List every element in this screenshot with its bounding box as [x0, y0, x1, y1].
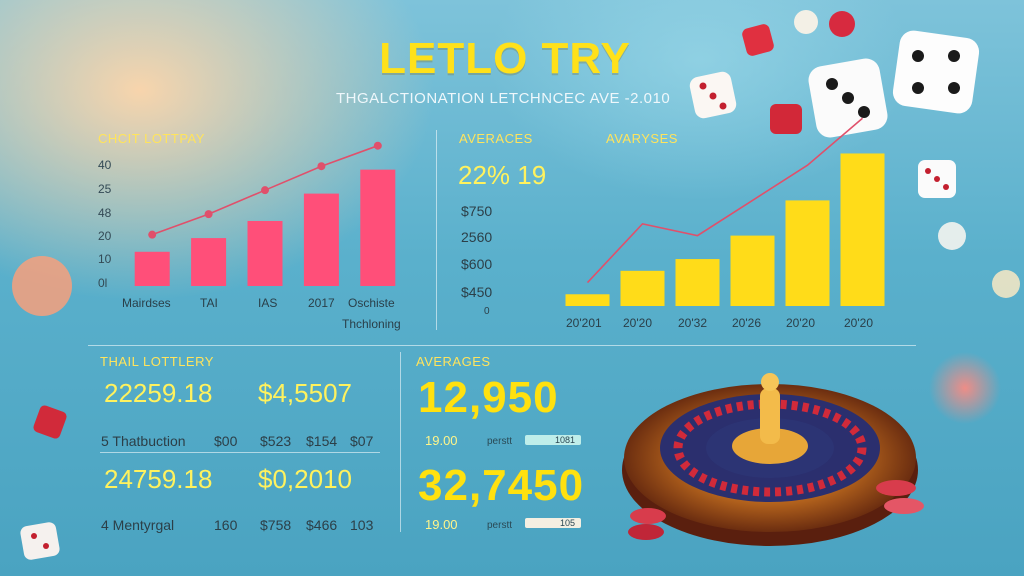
- dice-icon: [892, 30, 980, 114]
- chip-icon: [794, 10, 818, 34]
- average-big-value: 12,950: [418, 373, 559, 422]
- stat-cell: $523: [260, 433, 292, 449]
- x-tick-label: 20'20: [844, 316, 873, 330]
- blurred-chip-icon: [12, 256, 72, 316]
- row-divider: [100, 452, 380, 453]
- x-tick-label: 20'201: [566, 316, 602, 330]
- x-tick-label: 2017: [308, 296, 335, 310]
- y-tick-label: 20: [98, 229, 112, 243]
- stat-cell: 160: [214, 517, 238, 533]
- stat-cell: $00: [214, 433, 238, 449]
- y-tick-label: 10: [98, 252, 112, 266]
- stat-value: 24759.18: [104, 464, 213, 494]
- roulette-wheel-icon: [622, 373, 918, 546]
- dice-icon: [808, 58, 888, 138]
- bar-mark: [620, 270, 665, 306]
- dice-icon: [33, 405, 67, 439]
- trend-point: [148, 230, 157, 239]
- bar-mark: [303, 193, 339, 286]
- stat-value: 22259.18: [104, 378, 213, 408]
- x-tick-label: Oschiste: [348, 296, 395, 310]
- left-chart-label: CHCIT LOTTPAY: [98, 131, 205, 146]
- blurred-chip-icon: [929, 352, 1001, 424]
- bottom-left-label: THAIL LOTTLERY: [100, 354, 214, 369]
- bar-mark: [785, 200, 830, 306]
- bar-mark: [675, 259, 720, 306]
- bar-mark: [565, 294, 610, 306]
- x-axis-footer: Thchloning: [342, 317, 401, 331]
- x-tick-label: 20'32: [678, 316, 707, 330]
- page-title: LETLO TRY: [379, 34, 631, 83]
- divider: [88, 345, 916, 346]
- trend-point: [373, 141, 382, 150]
- average-pill: 105: [525, 518, 581, 528]
- money-label: $450: [461, 284, 493, 300]
- bar-mark: [247, 220, 283, 286]
- stat-value: $4,5507: [258, 378, 352, 408]
- trend-point: [261, 186, 269, 195]
- x-tick-label: IAS: [258, 296, 278, 310]
- y-tick-label: 40: [98, 158, 112, 172]
- trend-point: [317, 162, 326, 171]
- right-chart-label-a: AVERACES: [459, 131, 533, 146]
- right-chart-label-b: AVARYSES: [606, 131, 678, 146]
- stat-cell: $07: [350, 433, 374, 449]
- y-tick-label: 25: [98, 182, 112, 196]
- dice-icon: [689, 71, 737, 119]
- dice-icon: [742, 24, 774, 56]
- stat-value: $0,2010: [258, 464, 352, 494]
- money-label: 2560: [461, 229, 493, 245]
- bar-mark: [134, 251, 170, 286]
- chip-stack-icon: [628, 480, 924, 540]
- chip-icon: [829, 11, 855, 37]
- average-small-value: 19.00: [425, 433, 458, 448]
- averages-label: AVERAGES: [416, 354, 491, 369]
- x-tick-label: 20'26: [732, 316, 761, 330]
- stat-cell: $758: [260, 517, 292, 533]
- average-big-value: 32,7450: [418, 461, 585, 510]
- trend-point: [204, 210, 213, 219]
- money-label: $750: [461, 203, 493, 219]
- money-label: $600: [461, 256, 493, 272]
- average-small-value: 19.00: [425, 517, 458, 532]
- x-tick-label: 20'20: [623, 316, 652, 330]
- stat-row-name: 4 Mentyrgal: [101, 517, 175, 533]
- average-percent-value: 22% 19: [458, 160, 547, 190]
- y-tick-label: 48: [98, 206, 112, 220]
- divider: [436, 130, 437, 330]
- chip-icon: [992, 270, 1020, 298]
- average-pill: 1081: [525, 435, 581, 445]
- trend-line: [586, 117, 864, 284]
- dice-icon: [20, 522, 60, 560]
- y-tick-label: 0l: [98, 276, 108, 290]
- dice-icon: [770, 104, 802, 134]
- x-tick-label: Mairdses: [122, 296, 171, 310]
- dice-icon: [918, 160, 956, 198]
- x-tick-label: TAI: [200, 296, 218, 310]
- average-tag: perstt: [487, 520, 513, 531]
- bar-mark: [840, 153, 885, 306]
- stat-cell: $466: [306, 517, 338, 533]
- page-subtitle: THGALCTIONATION LETCHNCEC AVE -2.010: [336, 90, 671, 107]
- divider: [400, 352, 401, 532]
- money-label: 0: [484, 306, 490, 317]
- bar-mark: [730, 235, 775, 306]
- chip-icon: [938, 222, 966, 250]
- stat-cell: $154: [306, 433, 338, 449]
- stat-cell: 103: [350, 517, 374, 533]
- stat-row-name: 5 Thatbuction: [101, 433, 186, 449]
- bar-mark: [360, 169, 396, 286]
- bar-mark: [191, 238, 227, 286]
- x-tick-label: 20'20: [786, 316, 815, 330]
- average-tag: perstt: [487, 436, 513, 447]
